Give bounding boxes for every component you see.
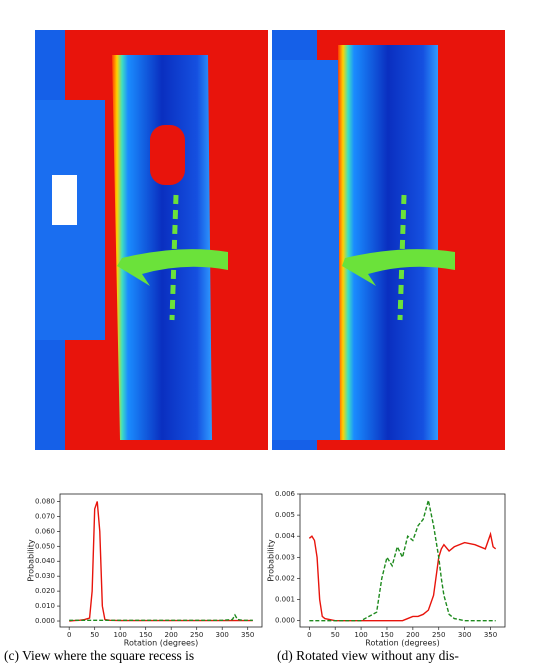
x-tick-label: 50 [331, 631, 340, 639]
depth-image-right [272, 30, 505, 450]
data-line [308, 531, 497, 622]
y-tick-label: 0.004 [275, 532, 296, 540]
y-tick-label: 0.080 [35, 497, 55, 505]
x-tick-label: 100 [114, 631, 127, 639]
y-tick-label: 0.020 [35, 587, 55, 595]
x-tick-label: 50 [90, 631, 99, 639]
y-tick-label: 0.000 [275, 617, 295, 625]
y-axis-label: Probability [27, 539, 36, 582]
axes-frame [59, 493, 263, 628]
x-tick-label: 300 [216, 631, 229, 639]
x-axis-label: Rotation (degrees) [365, 639, 439, 648]
caption: (c) View where the square recess is [4, 648, 194, 663]
data-line [309, 500, 496, 622]
y-tick-label: 0.003 [275, 553, 295, 561]
y-tick-label: 0.060 [35, 527, 55, 535]
x-tick-label: 250 [432, 631, 445, 639]
x-tick-label: 100 [354, 631, 367, 639]
x-tick-label: 150 [380, 631, 393, 639]
y-axis-label: Probability [267, 539, 276, 582]
caption: (d) Rotated view without any dis- [277, 648, 459, 663]
y-tick-label: 0.040 [35, 557, 55, 565]
y-tick-label: 0.010 [35, 602, 55, 610]
data-line [69, 501, 253, 622]
y-tick-label: 0.001 [275, 596, 295, 604]
x-tick-label: 350 [241, 631, 254, 639]
depth-image-left [35, 30, 268, 450]
y-tick-label: 0.030 [35, 572, 55, 580]
y-tick-label: 0.005 [275, 511, 295, 519]
x-tick-label: 200 [406, 631, 419, 639]
axes-frame [299, 493, 506, 628]
x-axis-label: Rotation (degrees) [124, 639, 198, 648]
data-line [69, 613, 253, 621]
y-tick-label: 0.006 [275, 490, 296, 498]
y-tick-label: 0.000 [35, 617, 55, 625]
x-tick-label: 0 [307, 631, 311, 639]
y-tick-label: 0.050 [35, 542, 55, 550]
x-tick-label: 250 [190, 631, 203, 639]
x-tick-label: 300 [458, 631, 471, 639]
y-tick-label: 0.002 [275, 574, 295, 582]
x-tick-label: 150 [139, 631, 152, 639]
x-tick-label: 350 [484, 631, 497, 639]
x-tick-label: 200 [165, 631, 178, 639]
y-tick-label: 0.070 [35, 512, 55, 520]
x-tick-label: 0 [67, 631, 71, 639]
